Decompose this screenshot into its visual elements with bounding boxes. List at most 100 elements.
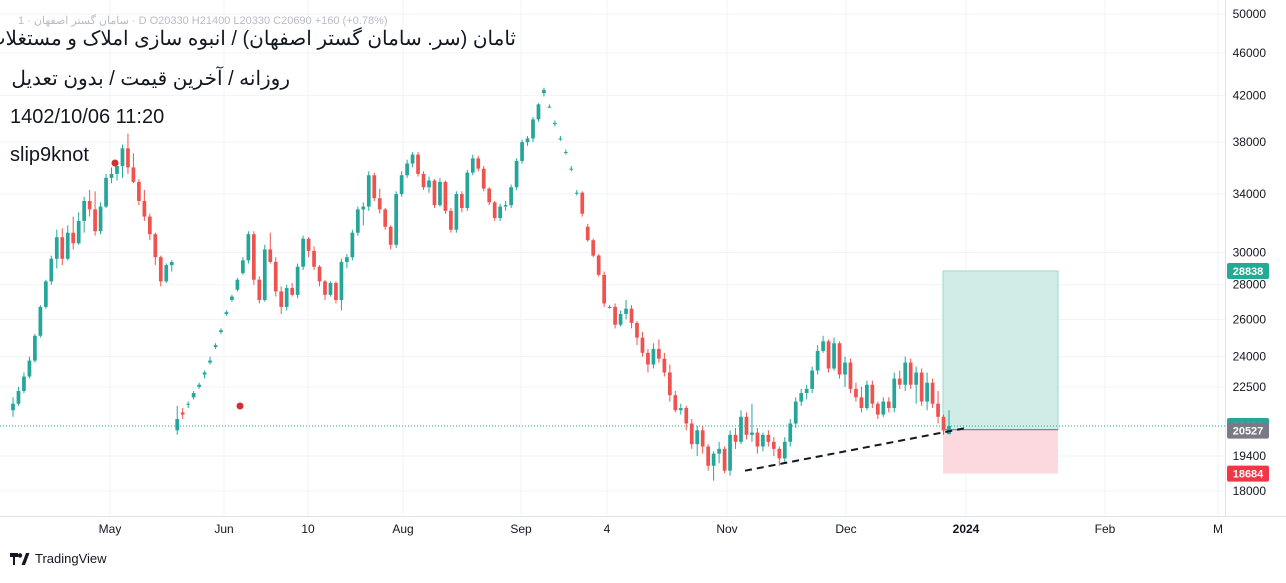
candle-up (394, 191, 399, 248)
candle-up (76, 212, 81, 245)
candle-body (547, 106, 552, 108)
candle-down (646, 348, 650, 373)
candle-down (251, 231, 256, 285)
price-tick-label: 22500 (1233, 380, 1267, 394)
candle-body (531, 119, 535, 139)
candle-body (503, 205, 508, 207)
candle-body (377, 198, 382, 210)
candle-down (700, 425, 705, 454)
candle-body (175, 419, 180, 431)
candle-body (591, 240, 596, 256)
candle-body (788, 423, 793, 442)
candle-down (689, 419, 694, 449)
candle-body (684, 408, 689, 424)
candle-down (766, 430, 771, 447)
candle-down (71, 216, 76, 250)
candle-body (536, 104, 541, 120)
candle-body (837, 343, 842, 375)
candle-up (947, 410, 951, 435)
candle-body (49, 258, 54, 282)
target-price-tag (1227, 262, 1269, 279)
candle-down (476, 155, 481, 172)
candle-down (158, 255, 163, 287)
candle-down (596, 254, 601, 277)
candle-up (361, 202, 366, 226)
candle-body (334, 283, 338, 300)
candle-body (394, 194, 399, 245)
candle-down (131, 153, 136, 184)
candle-body (93, 209, 97, 232)
candle-body (208, 360, 212, 363)
candle-up (542, 87, 546, 97)
price-axis[interactable]: 50000 46000 42000 38000 34000 30000 28000 26000… (1233, 7, 1267, 498)
candle-body (54, 237, 59, 259)
candle-down (142, 189, 147, 221)
candle-down (629, 305, 634, 329)
price-tick-label: 38000 (1233, 135, 1267, 149)
candle-up (186, 401, 191, 409)
candle-body (777, 448, 782, 459)
candle-up (219, 328, 223, 334)
candle-down (180, 408, 185, 420)
candle-body (815, 350, 820, 371)
candle-body (667, 372, 672, 396)
candle-up (438, 177, 442, 207)
candle-body (607, 306, 612, 308)
candle-down (613, 303, 617, 329)
candle-up (16, 386, 21, 406)
candle-up (295, 263, 300, 299)
candle-down (744, 412, 749, 440)
candle-down (257, 276, 262, 304)
candle-up (815, 345, 820, 375)
candle-body (678, 408, 683, 411)
candle-body (180, 412, 185, 415)
candle-up (514, 158, 519, 190)
candle-up (33, 333, 37, 363)
candle-up (345, 254, 349, 269)
candle-up (503, 200, 508, 211)
entry-price-tag (1227, 422, 1269, 439)
candle-body (919, 372, 924, 402)
candle-body (268, 249, 273, 262)
candle-body (383, 209, 388, 227)
candle-body (104, 177, 108, 207)
candle-body (284, 288, 289, 307)
long-position-tool[interactable] (942, 270, 1059, 474)
candle-body (438, 181, 442, 206)
candle-down (279, 286, 284, 314)
candle-body (22, 376, 26, 391)
chart-datetime: 1402/10/06 11:20 (10, 106, 165, 128)
candle-body (459, 194, 464, 209)
candle-body (115, 166, 119, 174)
candle-down (706, 444, 711, 471)
candle-body (60, 237, 65, 259)
candle-down (897, 370, 902, 389)
candle-up (624, 299, 628, 320)
candle-up (498, 203, 503, 221)
time-tick-label: 10 (301, 522, 315, 536)
price-tick-label: 19400 (1233, 449, 1267, 463)
candle-body (197, 384, 201, 387)
candle-up (821, 335, 825, 353)
candle-body (279, 291, 284, 307)
candle-body (618, 313, 623, 325)
candle-body (246, 234, 251, 261)
candle-body (799, 393, 804, 402)
candle-body (695, 430, 700, 445)
candle-down (416, 152, 420, 177)
candle-down (317, 265, 322, 287)
chart-title: ثامان (سر. سامان گستر اصفهان) / انبوه سا… (0, 28, 516, 50)
candle-body (651, 348, 656, 365)
tradingview-brand[interactable]: TradingView (10, 551, 107, 566)
candle-body (449, 210, 453, 230)
candle-down (936, 390, 940, 424)
time-axis[interactable]: May Jun 10 Aug Sep 4 Nov Dec 2024 Feb M (99, 522, 1223, 536)
target-zone[interactable] (942, 270, 1059, 431)
stop-zone[interactable] (943, 429, 1058, 474)
candle-body (700, 430, 705, 447)
candle-up (115, 163, 119, 181)
candle-down (875, 401, 880, 420)
candle-down (153, 232, 158, 266)
candle-up (427, 176, 431, 193)
